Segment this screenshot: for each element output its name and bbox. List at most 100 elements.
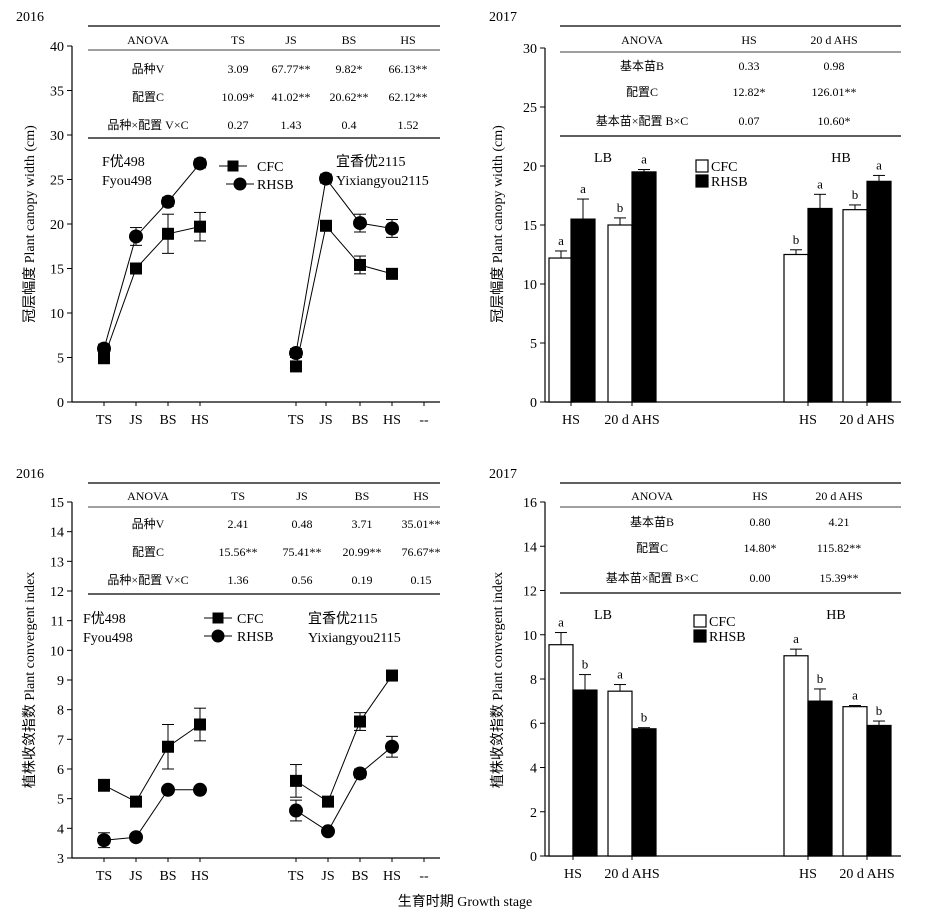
y-tick-label: 30 (50, 129, 64, 144)
significance-letter: a (876, 157, 882, 172)
y-tick-label: 4 (57, 822, 64, 837)
panel-year: 2016 (16, 467, 44, 482)
x-tick-label: 20 d AHS (839, 413, 894, 428)
anova-cell: 3.71 (352, 517, 373, 531)
anova-cell: 12.82* (733, 85, 766, 99)
legend-label-CFC: CFC (257, 160, 283, 175)
legend-label-CFC: CFC (709, 615, 735, 630)
y-tick-label: 15 (50, 263, 64, 278)
series-line-RHSB (103, 789, 200, 841)
anova-cell: 0.19 (352, 573, 373, 587)
anova-cell: 3.09 (228, 62, 249, 76)
y-tick-label: 30 (523, 42, 537, 57)
anova-cell: 14.80* (744, 541, 777, 555)
significance-letter: a (580, 181, 586, 196)
significance-letter: b (641, 710, 648, 725)
x-tick-label: BS (159, 413, 176, 428)
data-point-CFC (98, 779, 110, 792)
legend-swatch-RHSB (695, 174, 709, 188)
significance-letter: a (852, 688, 858, 703)
y-axis-label: 冠层幅度 Plant canopy width (cm) (490, 125, 506, 323)
data-point-RHSB (385, 739, 399, 754)
y-tick-label: 10 (50, 307, 64, 322)
y-tick-label: 14 (523, 540, 537, 555)
anova-cell: 品种×配置 V×C (107, 573, 188, 587)
x-tick-label: 20 d AHS (604, 413, 659, 428)
x-tick-label: JS (129, 869, 142, 884)
x-tick-label: HS (383, 869, 401, 884)
bar-CFC (548, 257, 574, 403)
anova-header: TS (231, 489, 245, 503)
legend-swatch-CFC (693, 614, 707, 628)
anova-cell: 0.48 (292, 517, 313, 531)
figure-x-axis-label: 生育时期 Growth stage (398, 894, 533, 910)
panel-p2: 2017 冠层幅度 Plant canopy width (cm) 0 5 10 15 20… (489, 10, 901, 428)
significance-letter: a (558, 615, 564, 630)
anova-cell: 20.99** (343, 545, 382, 559)
bar-CFC (842, 209, 868, 403)
series-line-CFC (103, 226, 201, 358)
y-tick-label: 5 (57, 352, 64, 367)
anova-header: HS (400, 33, 415, 47)
significance-letter: b (817, 671, 824, 686)
bar-RHSB (631, 171, 657, 403)
data-point-CFC (290, 774, 302, 787)
data-point-CFC (354, 258, 366, 271)
anova-header: BS (342, 33, 357, 47)
anova-cell: 9.82* (336, 62, 363, 76)
anova-cell: 0.4 (342, 118, 357, 132)
anova-cell: 0.33 (739, 59, 760, 73)
x-tick-label: HS (562, 413, 580, 428)
panel-year: 2017 (489, 10, 517, 25)
data-point-RHSB (385, 221, 399, 236)
x-tick-label: JS (319, 413, 332, 428)
anova-cell: 配置C (132, 90, 164, 104)
anova-cell: 41.02** (272, 90, 311, 104)
anova-cell: 品种×配置 V×C (107, 118, 188, 132)
data-point-CFC (194, 220, 206, 233)
anova-cell: 35.01** (402, 517, 441, 531)
y-tick-label: 0 (530, 396, 537, 411)
legend-label-CFC: CFC (237, 612, 263, 627)
y-tick-label: 40 (50, 40, 64, 55)
series-line-CFC (103, 724, 201, 803)
anova-cell: 1.36 (228, 573, 249, 587)
anova-cell: 1.43 (281, 118, 302, 132)
anova-cell: 基本苗×配置 B×C (596, 114, 689, 128)
bar-CFC (783, 253, 809, 403)
anova-cell: 0.56 (292, 573, 313, 587)
data-point-CFC (386, 669, 398, 682)
anova-cell: 15.39** (820, 571, 859, 585)
data-point-RHSB (97, 341, 111, 356)
variety-label-en: Yixiangyou2115 (336, 174, 429, 189)
x-tick-label: TS (96, 869, 112, 884)
anova-cell: 配置C (636, 541, 668, 555)
anova-cell: 76.67** (402, 545, 441, 559)
anova-cell: 20.62** (330, 90, 369, 104)
significance-letter: a (617, 667, 623, 682)
x-tick-label: HS (191, 413, 209, 428)
anova-cell: 4.21 (829, 515, 850, 529)
bar-CFC (842, 706, 868, 857)
anova-header: JS (285, 33, 296, 47)
data-point-RHSB (193, 156, 207, 171)
anova-header: HS (741, 33, 756, 47)
bar-CFC (607, 224, 633, 403)
legend-marker-RHSB (233, 177, 247, 191)
data-point-CFC (162, 740, 174, 753)
panel-year: 2016 (16, 10, 44, 25)
y-tick-label: 3 (57, 852, 64, 867)
significance-letter: b (852, 187, 859, 202)
data-point-RHSB (129, 830, 143, 845)
anova-cell: 62.12** (389, 90, 428, 104)
y-tick-label: 20 (50, 218, 64, 233)
group-label: LB (594, 608, 612, 623)
series-line-CFC (295, 675, 393, 803)
series-line-RHSB (295, 746, 393, 833)
data-point-RHSB (289, 346, 303, 361)
y-axis-label: 植株收敛指数 Plant convergent index (22, 572, 38, 788)
anova-cell: 0.15 (411, 573, 432, 587)
anova-header: HS (413, 489, 428, 503)
anova-header: ANOVA (127, 489, 169, 503)
